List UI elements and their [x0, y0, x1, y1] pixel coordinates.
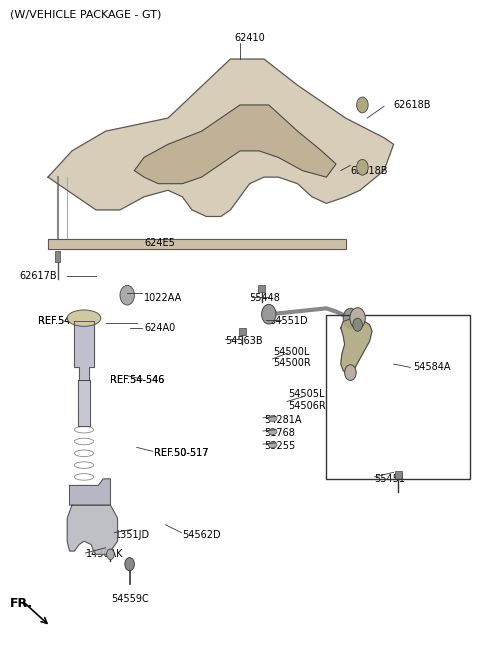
- Text: 54559C: 54559C: [111, 594, 148, 604]
- Text: 62618B: 62618B: [394, 100, 431, 110]
- Polygon shape: [78, 380, 90, 426]
- Bar: [258, 285, 265, 292]
- Polygon shape: [48, 59, 394, 216]
- Text: 62617B: 62617B: [19, 270, 57, 281]
- Bar: [326, 315, 470, 479]
- Polygon shape: [70, 479, 110, 505]
- Polygon shape: [134, 105, 336, 184]
- Text: REF.54-546: REF.54-546: [38, 316, 93, 327]
- Circle shape: [120, 285, 134, 305]
- Text: (W/VEHICLE PACKAGE - GT): (W/VEHICLE PACKAGE - GT): [10, 10, 161, 20]
- Text: 55448: 55448: [250, 293, 280, 304]
- Polygon shape: [341, 318, 372, 374]
- Polygon shape: [67, 505, 118, 554]
- Text: 1351JD: 1351JD: [115, 529, 150, 540]
- Text: 54505L
54506R: 54505L 54506R: [288, 390, 326, 411]
- Text: 1022AA: 1022AA: [144, 293, 182, 304]
- Ellipse shape: [268, 442, 277, 447]
- Text: REF.54-546: REF.54-546: [38, 316, 93, 327]
- Text: REF.50-517: REF.50-517: [154, 447, 208, 458]
- Text: 55451: 55451: [374, 474, 406, 484]
- Text: REF.54-546: REF.54-546: [110, 375, 165, 386]
- Circle shape: [125, 558, 134, 571]
- Text: 54563B: 54563B: [226, 336, 263, 346]
- Ellipse shape: [268, 429, 277, 434]
- Circle shape: [353, 318, 362, 331]
- Bar: [239, 328, 246, 335]
- Circle shape: [262, 304, 276, 324]
- Polygon shape: [74, 321, 94, 380]
- Ellipse shape: [67, 310, 101, 326]
- Bar: [395, 471, 402, 479]
- Text: FR.: FR.: [10, 597, 33, 610]
- Circle shape: [357, 159, 368, 175]
- Text: 54562D: 54562D: [182, 529, 221, 540]
- Text: 54281A: 54281A: [264, 415, 301, 425]
- Ellipse shape: [268, 416, 277, 422]
- Text: 54551D: 54551D: [269, 316, 307, 327]
- Text: 54584A: 54584A: [413, 362, 450, 373]
- Circle shape: [343, 308, 358, 328]
- Text: REF.50-517: REF.50-517: [154, 447, 208, 458]
- Text: 54500L
54500R: 54500L 54500R: [274, 347, 312, 368]
- Circle shape: [107, 549, 114, 560]
- Polygon shape: [48, 239, 346, 249]
- Text: 62410: 62410: [234, 33, 265, 43]
- Text: 624A0: 624A0: [144, 323, 175, 333]
- Text: REF.54-546: REF.54-546: [110, 375, 165, 386]
- Bar: [55, 251, 60, 262]
- Text: 624E5: 624E5: [144, 237, 175, 248]
- Text: 55255: 55255: [264, 441, 295, 451]
- Text: 62618B: 62618B: [350, 165, 388, 176]
- Text: 51768: 51768: [264, 428, 295, 438]
- Circle shape: [357, 97, 368, 113]
- Circle shape: [345, 365, 356, 380]
- Circle shape: [350, 308, 365, 329]
- Text: 1430AK: 1430AK: [86, 549, 124, 560]
